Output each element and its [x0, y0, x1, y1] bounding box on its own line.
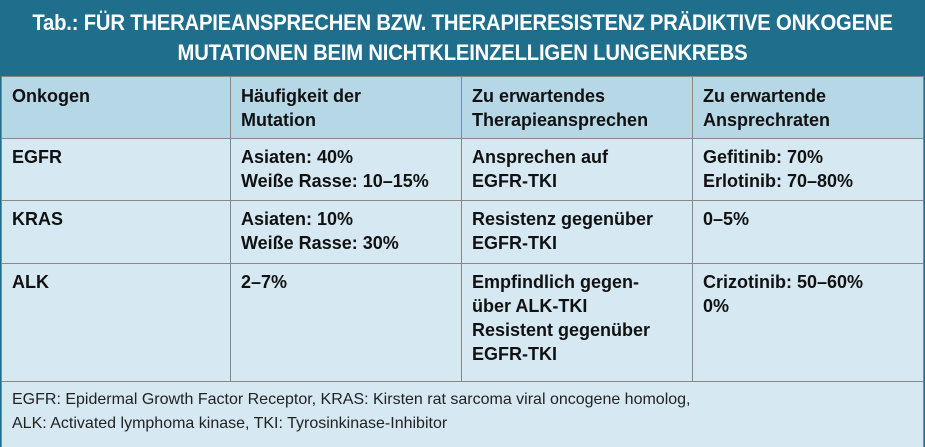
header-text: Mutation [241, 110, 316, 130]
table-row: EGFR Asiaten: 40% Weiße Rasse: 10–15% An… [1, 138, 924, 201]
cell-text: Weiße Rasse: 30% [241, 233, 399, 253]
footnote: EGFR: Epidermal Growth Factor Receptor, … [1, 381, 924, 447]
title-line-1: Tab.: FÜR THERAPIEANSPRECHEN BZW. THERAP… [32, 10, 893, 35]
cell-text: KRAS [12, 209, 64, 229]
cell-rates: Gefitinib: 70% Erlotinib: 70–80% [692, 138, 924, 201]
table-title: Tab.: FÜR THERAPIEANSPRECHEN BZW. THERAP… [32, 0, 893, 76]
footnote-line-1: EGFR: Epidermal Growth Factor Receptor, … [12, 391, 691, 408]
cell-frequency: 2–7% [230, 263, 462, 382]
cell-text: Weiße Rasse: 10–15% [241, 171, 429, 191]
cell-text: Ansprechen auf [472, 147, 609, 167]
cell-oncogene: ALK [1, 263, 231, 382]
cell-text: EGFR [12, 147, 63, 167]
header-text: Onkogen [12, 86, 91, 106]
cell-text: ALK [12, 272, 49, 292]
cell-text: Asiaten: 10% [241, 209, 354, 229]
cell-response: Ansprechen auf EGFR-TKI [461, 138, 693, 201]
cell-text: Crizotinib: 50–60% [703, 272, 864, 292]
cell-text: Erlotinib: 70–80% [703, 171, 854, 191]
header-text: Therapieansprechen [472, 110, 649, 130]
header-oncogene: Onkogen [1, 76, 231, 139]
header-rates: Zu erwartende Ansprechraten [692, 76, 924, 139]
oncogene-table: Onkogen Häufigkeit der Mutation Zu erwar… [1, 76, 924, 447]
table-header-row: Onkogen Häufigkeit der Mutation Zu erwar… [1, 76, 924, 139]
cell-text: Empfindlich gegen- [472, 272, 640, 292]
header-response: Zu erwartendes Therapieansprechen [461, 76, 693, 139]
cell-rates: 0–5% [692, 200, 924, 264]
cell-oncogene: EGFR [1, 138, 231, 201]
title-line-2: MUTATIONEN BEIM NICHTKLEINZELLIGEN LUNGE… [177, 40, 748, 65]
header-text: Ansprechraten [703, 110, 831, 130]
cell-text: EGFR-TKI [472, 344, 557, 364]
cell-response: Resistenz gegenüber EGFR-TKI [461, 200, 693, 264]
cell-text: über ALK-TKI [472, 296, 588, 316]
header-text: Zu erwartendes [472, 86, 606, 106]
cell-text: Resistent gegenüber [472, 320, 651, 340]
cell-oncogene: KRAS [1, 200, 231, 264]
cell-frequency: Asiaten: 40% Weiße Rasse: 10–15% [230, 138, 462, 201]
cell-response: Empfindlich gegen- über ALK-TKI Resisten… [461, 263, 693, 382]
cell-text: Resistenz gegenüber [472, 209, 654, 229]
cell-text: EGFR-TKI [472, 171, 557, 191]
footnote-row: EGFR: Epidermal Growth Factor Receptor, … [1, 381, 924, 447]
cell-text: Gefitinib: 70% [703, 147, 824, 167]
footnote-line-2: ALK: Activated lymphoma kinase, TKI: Tyr… [12, 415, 448, 432]
header-text: Zu erwartende [703, 86, 827, 106]
header-text: Häufigkeit der [241, 86, 362, 106]
cell-rates: Crizotinib: 50–60% 0% [692, 263, 924, 382]
cell-text: 2–7% [241, 272, 288, 292]
cell-text: 0–5% [703, 209, 750, 229]
table-row: KRAS Asiaten: 10% Weiße Rasse: 30% Resis… [1, 200, 924, 264]
cell-frequency: Asiaten: 10% Weiße Rasse: 30% [230, 200, 462, 264]
table-row: ALK 2–7% Empfindlich gegen- über ALK-TKI… [1, 263, 924, 382]
header-frequency: Häufigkeit der Mutation [230, 76, 462, 139]
cell-text: 0% [703, 296, 730, 316]
cell-text: EGFR-TKI [472, 233, 557, 253]
cell-text: Asiaten: 40% [241, 147, 354, 167]
